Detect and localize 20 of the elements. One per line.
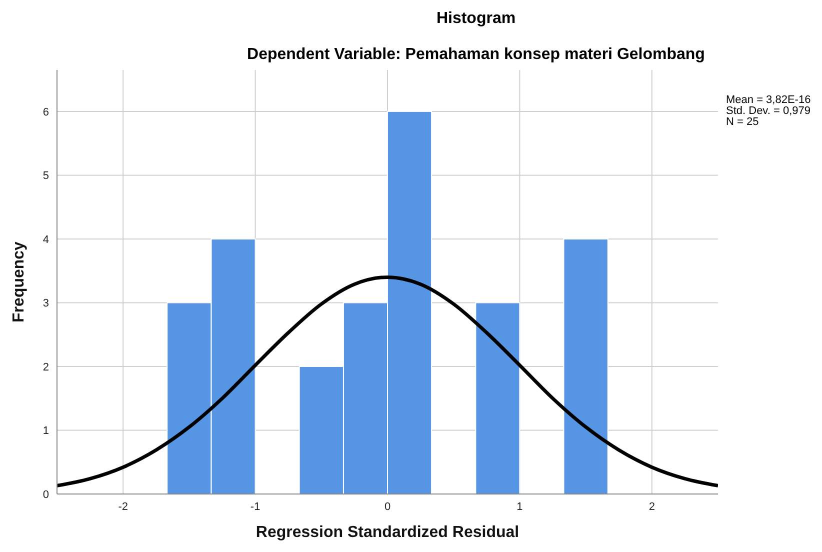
y-axis-title: Frequency: [10, 241, 28, 322]
x-tick-label: -1: [250, 500, 260, 513]
y-tick-label: 4: [42, 234, 49, 246]
text: Mean = 3,82E-16: [726, 94, 811, 106]
x-tick-label: 1: [516, 500, 523, 513]
text: N = 25: [726, 116, 760, 128]
y-tick-label: 6: [42, 106, 49, 118]
y-tick-label: 5: [42, 170, 49, 182]
text: Std. Dev. = 0,979: [726, 105, 811, 117]
y-tick-label: 2: [42, 361, 49, 374]
x-tick-label: 0: [384, 500, 391, 513]
y-tick-label: 1: [42, 425, 49, 438]
chart-subtitle: Dependent Variable: Pemahaman konsep materi Gelombang: [246, 46, 706, 64]
x-tick-label: -2: [118, 500, 128, 513]
chart-title: Histogram: [435, 10, 517, 28]
y-tick-label: 3: [42, 298, 49, 310]
x-tick-label: 2: [648, 500, 655, 513]
line-series: [57, 275, 718, 488]
y-tick-label: 0: [42, 488, 49, 501]
x-axis-title: Regression Standardized Residual: [256, 524, 520, 541]
